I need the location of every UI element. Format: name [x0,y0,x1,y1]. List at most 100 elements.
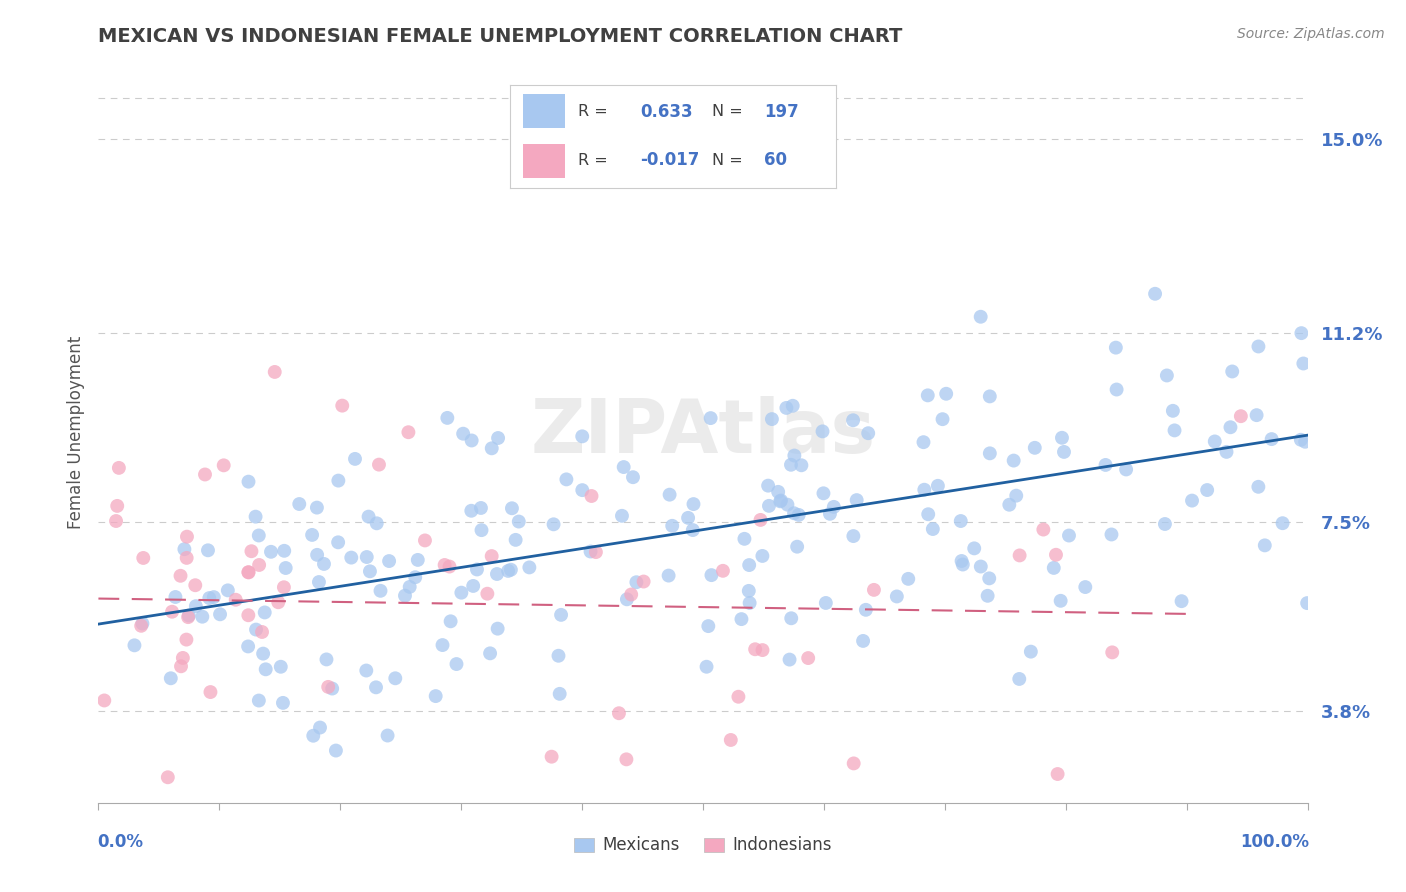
Point [579,544,602,558]
Point [1215,445,1237,459]
Point [931,412,953,426]
Point [450,585,472,599]
Point [571,483,593,497]
Point [1049,594,1071,608]
Point [555,472,578,486]
Point [485,567,508,582]
Point [751,549,773,563]
Point [451,426,474,441]
Point [1219,420,1241,434]
Point [952,558,974,572]
Point [169,569,191,583]
Point [744,642,766,657]
Point [758,499,780,513]
Point [751,643,773,657]
Point [1094,458,1116,472]
Text: 100.0%: 100.0% [1240,833,1309,851]
Point [1057,528,1080,542]
Point [173,542,195,557]
Point [165,590,187,604]
Point [270,659,292,673]
Point [998,498,1021,512]
Point [308,575,330,590]
Point [124,638,146,652]
Point [738,583,761,598]
Point [309,721,332,735]
Point [979,446,1001,460]
Point [921,522,943,536]
Point [366,516,388,531]
Point [496,564,519,578]
Point [105,514,128,528]
Point [733,532,755,546]
Point [364,681,387,695]
Point [917,388,939,402]
Point [766,484,789,499]
Point [377,729,399,743]
Point [247,528,270,542]
Point [217,583,239,598]
Point [1154,516,1177,531]
Point [1101,527,1123,541]
Point [343,451,366,466]
Point [783,449,806,463]
Point [176,632,198,647]
Point [917,508,939,522]
Point [626,575,648,590]
Point [316,680,339,694]
Point [661,518,683,533]
Point [1042,561,1064,575]
Point [252,647,274,661]
Point [699,411,721,425]
Point [1181,493,1204,508]
Point [432,638,454,652]
Point [935,386,957,401]
Point [160,605,183,619]
Point [446,657,468,671]
Point [787,508,810,522]
Point [93,693,115,707]
Point [979,389,1001,403]
Point [330,399,353,413]
Point [761,412,783,426]
Point [780,611,803,625]
Point [949,514,972,528]
Text: ZIPAtlas: ZIPAtlas [530,396,876,469]
Point [797,651,820,665]
Point [738,558,761,572]
Point [172,651,194,665]
Point [585,545,607,559]
Point [1220,364,1243,378]
Point [842,413,865,427]
Point [1019,645,1042,659]
Point [177,610,200,624]
Point [620,587,643,601]
Point [856,426,879,441]
Point [129,619,152,633]
Point [782,399,804,413]
Point [897,572,920,586]
Point [963,541,986,556]
Point [852,634,875,648]
Point [436,410,458,425]
Point [845,493,868,508]
Point [1204,434,1226,449]
Point [886,590,908,604]
Point [312,557,335,571]
Point [325,743,347,757]
Point [1046,767,1069,781]
Point [273,543,295,558]
Point [247,558,270,572]
Point [225,592,247,607]
Point [1260,432,1282,446]
Point [950,554,973,568]
Point [191,609,214,624]
Point [786,540,808,554]
Point [505,533,527,547]
Point [209,607,232,622]
Point [1032,523,1054,537]
Point [1294,434,1316,449]
Point [770,493,793,508]
Point [1292,357,1315,371]
Point [1105,383,1128,397]
